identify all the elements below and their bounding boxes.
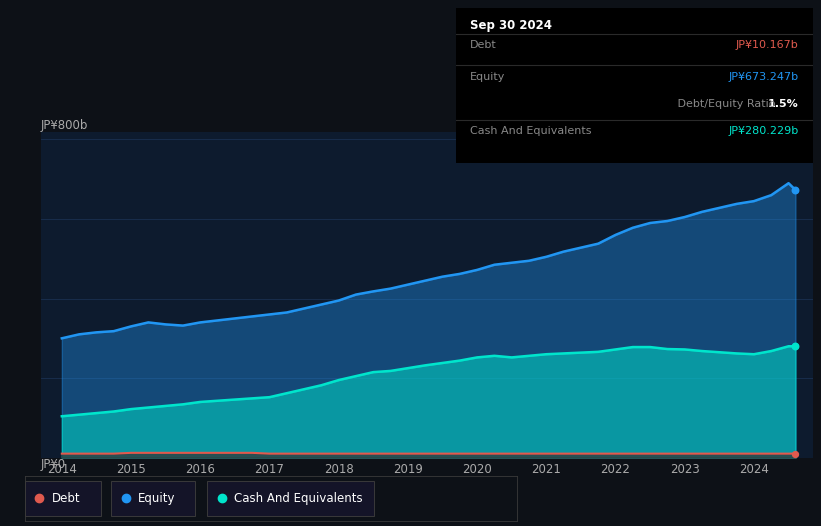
Text: JP¥10.167b: JP¥10.167b xyxy=(736,41,799,50)
Text: Debt: Debt xyxy=(52,492,80,505)
Text: Debt/Equity Ratio: Debt/Equity Ratio xyxy=(673,99,775,109)
Point xyxy=(789,342,802,350)
Text: Debt: Debt xyxy=(470,41,497,50)
FancyBboxPatch shape xyxy=(25,481,101,517)
FancyBboxPatch shape xyxy=(111,481,195,517)
Text: Sep 30 2024: Sep 30 2024 xyxy=(470,19,552,32)
Text: JP¥0: JP¥0 xyxy=(41,458,67,471)
Text: JP¥673.247b: JP¥673.247b xyxy=(728,72,799,82)
Text: Equity: Equity xyxy=(138,492,176,505)
Text: JP¥800b: JP¥800b xyxy=(41,118,89,132)
Point xyxy=(789,449,802,458)
Text: Cash And Equivalents: Cash And Equivalents xyxy=(234,492,363,505)
Text: Equity: Equity xyxy=(470,72,505,82)
FancyBboxPatch shape xyxy=(207,481,374,517)
Text: 1.5%: 1.5% xyxy=(768,99,799,109)
Text: JP¥280.229b: JP¥280.229b xyxy=(728,126,799,136)
Text: Cash And Equivalents: Cash And Equivalents xyxy=(470,126,591,136)
Point xyxy=(789,186,802,194)
